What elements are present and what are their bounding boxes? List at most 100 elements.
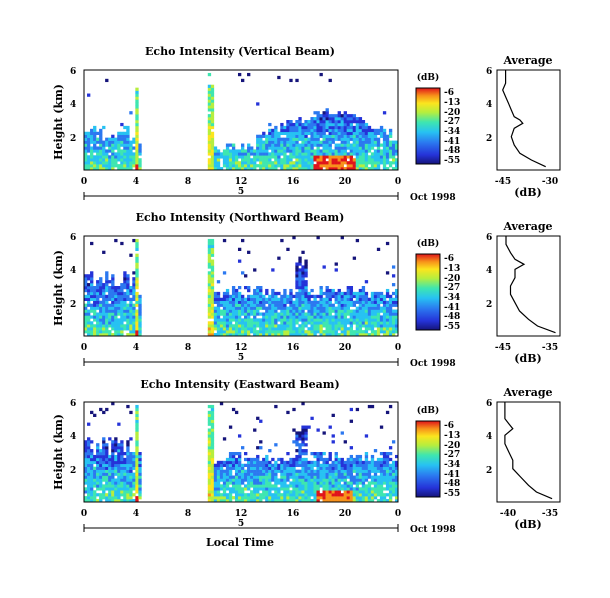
heatmap-cell (340, 291, 344, 296)
heatmap-cell (241, 499, 245, 503)
heatmap-cell (99, 291, 103, 296)
heatmap-cell (337, 484, 341, 488)
heatmap-cell (385, 291, 390, 296)
heatmap-cell (90, 140, 94, 144)
heatmap-cell (111, 143, 115, 147)
heatmap-cell (225, 167, 230, 171)
heatmap-cell (93, 294, 97, 299)
heatmap-cell (310, 416, 314, 420)
heatmap-cell (286, 333, 290, 337)
heatmap-cell (304, 152, 308, 156)
heatmap-cell (253, 312, 257, 316)
heatmap-cell (93, 297, 97, 301)
heatmap-cell (111, 315, 115, 319)
heatmap-cell (295, 454, 299, 459)
heatmap-cell (385, 241, 390, 246)
heatmap-cell (364, 472, 369, 476)
heatmap-cell (343, 303, 347, 307)
heatmap-cell (289, 300, 293, 304)
x-tick-label: 4 (133, 343, 139, 353)
heatmap-cell (301, 490, 305, 494)
heatmap-cell (310, 303, 314, 307)
heatmap-cell (325, 117, 329, 121)
heatmap-cell (117, 143, 121, 147)
heatmap-cell (105, 309, 109, 313)
heatmap-cell (394, 499, 399, 503)
heatmap-cell (337, 457, 341, 462)
heatmap-cell (135, 149, 139, 153)
heatmap-cell (87, 460, 91, 465)
heatmap-cell (259, 155, 263, 159)
heatmap-cell (237, 490, 242, 494)
heatmap-cell (271, 152, 275, 156)
heatmap-cell (247, 460, 251, 465)
heatmap-cell (346, 294, 350, 299)
heatmap-cell (87, 300, 91, 304)
heatmap-cell (382, 457, 387, 462)
heatmap-cell (225, 321, 230, 325)
heatmap-cell (352, 309, 357, 313)
heatmap-cell (355, 140, 360, 144)
x-tick-label: 0 (81, 509, 87, 519)
heatmap-cell (289, 457, 293, 462)
heatmap-cell (99, 286, 103, 290)
heatmap-cell (132, 283, 136, 287)
heatmap-cell (367, 481, 372, 485)
heatmap-cell (376, 324, 381, 328)
heatmap-cell (105, 466, 109, 470)
heatmap-cell (120, 143, 124, 147)
heatmap-cell (126, 469, 130, 473)
heatmap-cell (349, 487, 354, 491)
heatmap-cell (322, 306, 326, 310)
heatmap-cell (322, 152, 326, 156)
y-tick-label: 4 (70, 266, 76, 276)
heatmap-cell (277, 463, 281, 467)
heatmap-cell (129, 300, 133, 304)
heatmap-cell (385, 315, 390, 319)
heatmap-cell (352, 315, 357, 319)
heatmap-cell (283, 478, 287, 482)
heatmap-cell (316, 309, 320, 313)
heatmap-cell (129, 496, 133, 500)
heatmap-cell (379, 324, 384, 328)
heatmap-cell (231, 478, 236, 482)
heatmap-cell (382, 137, 387, 141)
heatmap-cell (271, 463, 275, 467)
heatmap-cell (244, 333, 248, 337)
heatmap-cell (126, 475, 130, 479)
heatmap-cell (319, 122, 323, 127)
heatmap-cell (328, 309, 332, 313)
heatmap-cell (310, 117, 314, 121)
heatmap-cell (286, 247, 290, 251)
heatmap-cell (132, 454, 136, 459)
heatmap-cell (307, 294, 311, 299)
heatmap-cell (262, 306, 266, 310)
heatmap-cell (114, 490, 118, 494)
heatmap-cell (108, 149, 112, 153)
heatmap-cell (102, 327, 106, 331)
heatmap-cell (352, 496, 357, 500)
heatmap-cell (111, 294, 115, 299)
heatmap-cell (388, 493, 393, 497)
heatmap-cell (304, 125, 308, 130)
heatmap-cell (268, 155, 272, 159)
heatmap-cell (259, 496, 263, 500)
heatmap-cell (385, 463, 390, 467)
heatmap-cell (228, 161, 233, 165)
heatmap-cell (325, 333, 329, 337)
heatmap-cell (234, 312, 239, 316)
heatmap-cell (120, 312, 124, 316)
heatmap-cell (111, 481, 115, 485)
heatmap-cell (123, 460, 127, 465)
heatmap-cell (108, 294, 112, 299)
heatmap-cell (361, 161, 366, 165)
heatmap-cell (364, 155, 369, 159)
heatmap-cell (331, 128, 335, 133)
heatmap-cell (373, 167, 378, 171)
heatmap-cell (289, 469, 293, 473)
heatmap-cell (114, 496, 118, 500)
heatmap-cell (93, 146, 97, 150)
heatmap-cell (87, 134, 91, 138)
heatmap-cell (210, 416, 215, 420)
heatmap-cell (394, 466, 399, 470)
